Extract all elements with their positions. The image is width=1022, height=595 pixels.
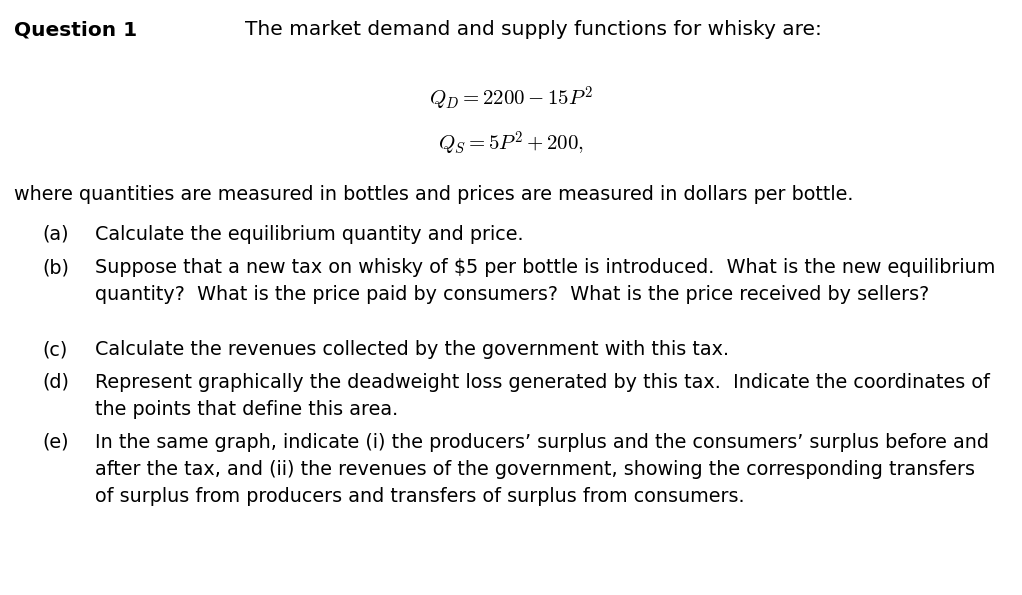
Text: Represent graphically the deadweight loss generated by this tax.  Indicate the c: Represent graphically the deadweight los…	[95, 373, 990, 392]
Text: (d): (d)	[42, 373, 69, 392]
Text: Question 1: Question 1	[14, 20, 137, 39]
Text: (c): (c)	[42, 340, 67, 359]
Text: Suppose that a new tax on whisky of $5 per bottle is introduced.  What is the ne: Suppose that a new tax on whisky of $5 p…	[95, 258, 995, 277]
Text: (e): (e)	[42, 433, 68, 452]
Text: (b): (b)	[42, 258, 69, 277]
Text: Calculate the revenues collected by the government with this tax.: Calculate the revenues collected by the …	[95, 340, 729, 359]
Text: $\mathit{Q}_D = 2200 - 15P^2$: $\mathit{Q}_D = 2200 - 15P^2$	[429, 85, 593, 113]
Text: of surplus from producers and transfers of surplus from consumers.: of surplus from producers and transfers …	[95, 487, 745, 506]
Text: Calculate the equilibrium quantity and price.: Calculate the equilibrium quantity and p…	[95, 225, 523, 244]
Text: the points that define this area.: the points that define this area.	[95, 400, 399, 419]
Text: $\mathit{Q}_S = 5P^2 + 200,$: $\mathit{Q}_S = 5P^2 + 200,$	[438, 130, 584, 158]
Text: In the same graph, indicate (i) the producers’ surplus and the consumers’ surplu: In the same graph, indicate (i) the prod…	[95, 433, 989, 452]
Text: where quantities are measured in bottles and prices are measured in dollars per : where quantities are measured in bottles…	[14, 185, 853, 204]
Text: (a): (a)	[42, 225, 68, 244]
Text: quantity?  What is the price paid by consumers?  What is the price received by s: quantity? What is the price paid by cons…	[95, 285, 929, 304]
Text: after the tax, and (ii) the revenues of the government, showing the correspondin: after the tax, and (ii) the revenues of …	[95, 460, 975, 479]
Text: The market demand and supply functions for whisky are:: The market demand and supply functions f…	[245, 20, 822, 39]
